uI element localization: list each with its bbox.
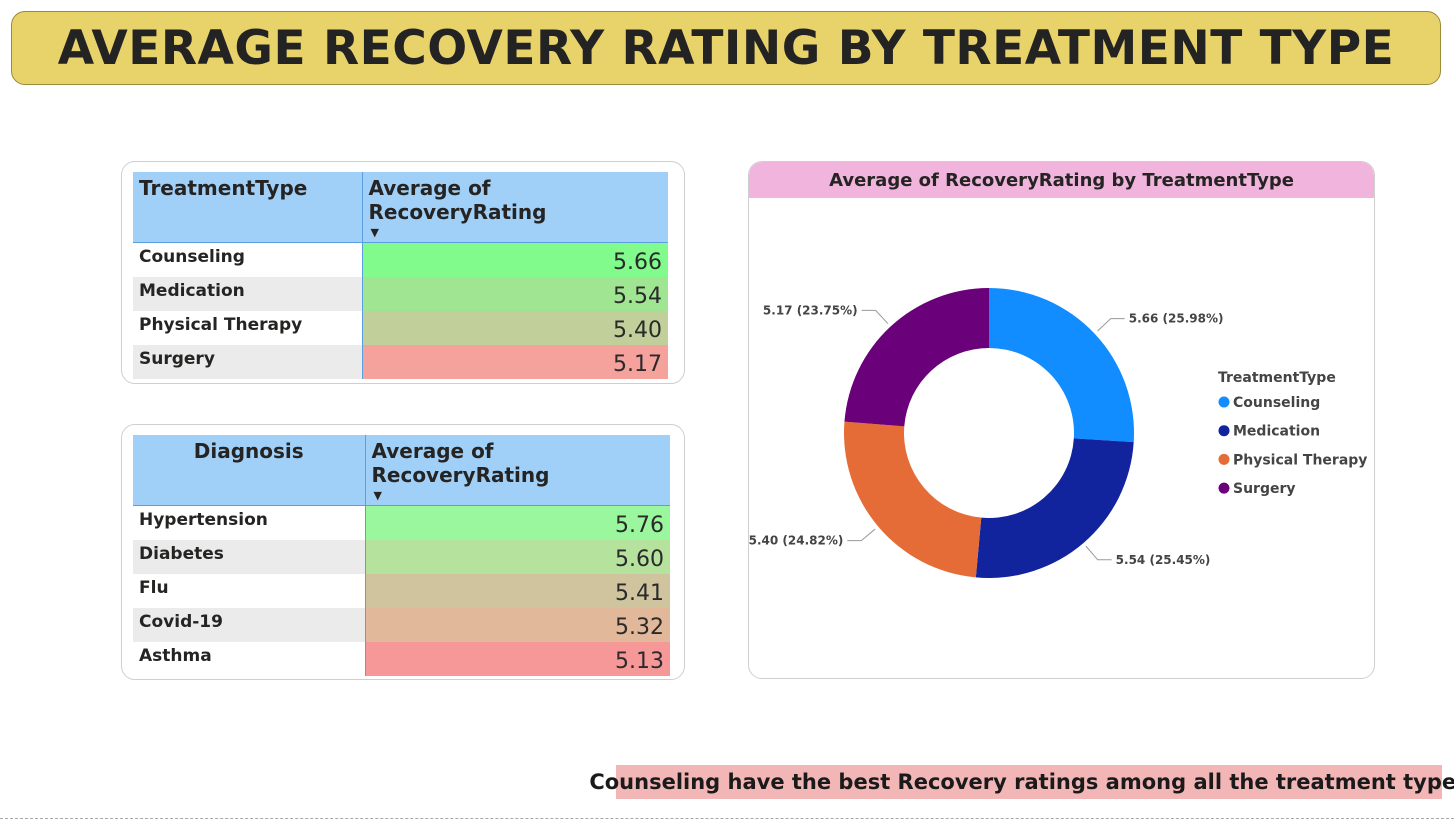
row-label: Diabetes — [133, 539, 366, 574]
donut-chart-card: Average of RecoveryRating by TreatmentTy… — [748, 161, 1375, 679]
page-divider — [0, 818, 1454, 819]
data-label: 5.66 (25.98%) — [1129, 312, 1224, 326]
diagnosis-header-label: Diagnosis — [193, 439, 304, 463]
row-label: Physical Therapy — [133, 310, 363, 345]
table-row[interactable]: Flu 5.41 — [133, 573, 670, 608]
table-row[interactable]: Surgery 5.17 — [133, 344, 668, 379]
row-value: 5.40 — [362, 310, 668, 345]
table-row[interactable]: Diabetes 5.60 — [133, 539, 670, 574]
row-label: Counseling — [133, 242, 363, 277]
label-leader-line — [1097, 318, 1125, 332]
legend-marker[interactable] — [1218, 482, 1230, 494]
row-label: Flu — [133, 573, 366, 608]
table-row[interactable]: Hypertension 5.76 — [133, 505, 670, 540]
row-value: 5.17 — [362, 344, 668, 379]
data-label: 5.17 (23.75%) — [763, 303, 858, 317]
row-label: Hypertension — [133, 505, 366, 540]
diagnosis-table: Diagnosis Average of RecoveryRating ▼ Hy… — [133, 435, 670, 676]
row-label: Covid-19 — [133, 607, 366, 642]
data-label: 5.40 (24.82%) — [749, 534, 843, 548]
table-row[interactable]: Counseling 5.66 — [133, 242, 668, 277]
row-label: Asthma — [133, 641, 366, 676]
table-row[interactable]: Physical Therapy 5.40 — [133, 310, 668, 345]
donut-slice[interactable] — [989, 288, 1134, 443]
row-label: Medication — [133, 276, 363, 311]
table-row[interactable]: Medication 5.54 — [133, 276, 668, 311]
treatment-table: TreatmentType Average of RecoveryRating … — [133, 172, 668, 379]
donut-slice[interactable] — [844, 421, 982, 578]
donut-slice[interactable] — [844, 288, 989, 427]
label-leader-line — [861, 309, 889, 324]
chart-title-bar: Average of RecoveryRating by TreatmentTy… — [749, 162, 1374, 198]
page-title: AVERAGE RECOVERY RATING BY TREATMENT TYP… — [57, 20, 1395, 76]
chart-title: Average of RecoveryRating by TreatmentTy… — [829, 169, 1294, 191]
row-value: 5.76 — [365, 505, 670, 540]
treatment-type-header[interactable]: TreatmentType — [133, 172, 363, 243]
sort-descending-icon[interactable]: ▼ — [370, 226, 379, 239]
avg-recovery-header-label: Average of RecoveryRating — [371, 439, 550, 487]
data-label: 5.54 (25.45%) — [1116, 553, 1211, 567]
row-value: 5.32 — [365, 607, 670, 642]
legend-item[interactable]: Medication — [1233, 424, 1320, 440]
diagnosis-header[interactable]: Diagnosis — [133, 435, 366, 506]
legend-marker[interactable] — [1218, 396, 1230, 408]
avg-recovery-header[interactable]: Average of RecoveryRating ▼ — [365, 435, 670, 506]
legend-marker[interactable] — [1218, 425, 1230, 437]
label-leader-line — [1085, 545, 1112, 561]
table-row[interactable]: Asthma 5.13 — [133, 641, 670, 676]
insight-text: Counseling have the best Recovery rating… — [589, 770, 1454, 794]
avg-recovery-header-label: Average of RecoveryRating — [368, 176, 547, 224]
row-value: 5.41 — [365, 573, 670, 608]
legend-item[interactable]: Physical Therapy — [1233, 452, 1367, 468]
table-row[interactable]: Covid-19 5.32 — [133, 607, 670, 642]
sort-descending-icon[interactable]: ▼ — [373, 489, 382, 502]
legend-item[interactable]: Surgery — [1233, 481, 1296, 497]
legend-marker[interactable] — [1218, 453, 1230, 465]
label-leader-line — [847, 528, 876, 542]
row-value: 5.66 — [362, 242, 668, 277]
row-value: 5.54 — [362, 276, 668, 311]
donut-chart: 5.66 (25.98%) 5.54 (25.45%) 5.40 (24.82%) 5… — [749, 288, 1367, 578]
legend-title: TreatmentType — [1218, 370, 1336, 386]
title-banner: AVERAGE RECOVERY RATING BY TREATMENT TYP… — [11, 11, 1441, 85]
avg-recovery-header[interactable]: Average of RecoveryRating ▼ — [362, 172, 668, 243]
donut-slice[interactable] — [975, 438, 1134, 578]
row-label: Surgery — [133, 344, 363, 379]
row-value: 5.60 — [365, 539, 670, 574]
legend-item[interactable]: Counseling — [1233, 395, 1320, 411]
row-value: 5.13 — [365, 641, 670, 676]
insight-banner: Counseling have the best Recovery rating… — [589, 765, 1454, 799]
